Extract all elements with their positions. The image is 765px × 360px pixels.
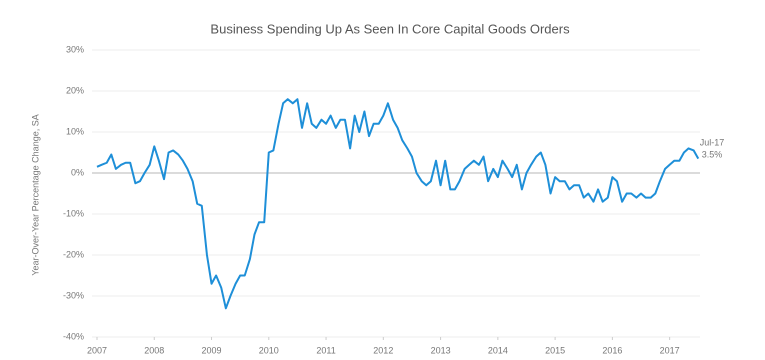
y-tick-label: -20% (63, 249, 84, 259)
y-tick-label: -40% (63, 331, 84, 341)
x-tick-label: 2014 (488, 345, 508, 355)
y-tick-label: 20% (66, 85, 84, 95)
annotation-date: Jul-17 (700, 137, 725, 147)
x-tick-label: 2009 (202, 345, 222, 355)
y-tick-label: -30% (63, 290, 84, 300)
x-tick-label: 2016 (602, 345, 622, 355)
x-tick-label: 2015 (545, 345, 565, 355)
y-tick-label: 30% (66, 44, 84, 54)
y-tick-label: 10% (66, 126, 84, 136)
annotation-value: 3.5% (702, 149, 723, 159)
y-axis-label: Year-Over-Year Percentage Change, SA (30, 114, 40, 275)
x-tick-label: 2010 (259, 345, 279, 355)
x-tick-label: 2013 (431, 345, 451, 355)
data-line (96, 98, 700, 310)
y-tick-label: 0% (71, 167, 84, 177)
chart-title: Business Spending Up As Seen In Core Cap… (210, 21, 570, 36)
x-tick-label: 2017 (660, 345, 680, 355)
x-tick-label: 2008 (144, 345, 164, 355)
x-tick-label: 2011 (316, 345, 335, 355)
x-tick-label: 2012 (373, 345, 393, 355)
x-tick-label: 2007 (87, 345, 107, 355)
y-tick-label: -10% (63, 208, 84, 218)
